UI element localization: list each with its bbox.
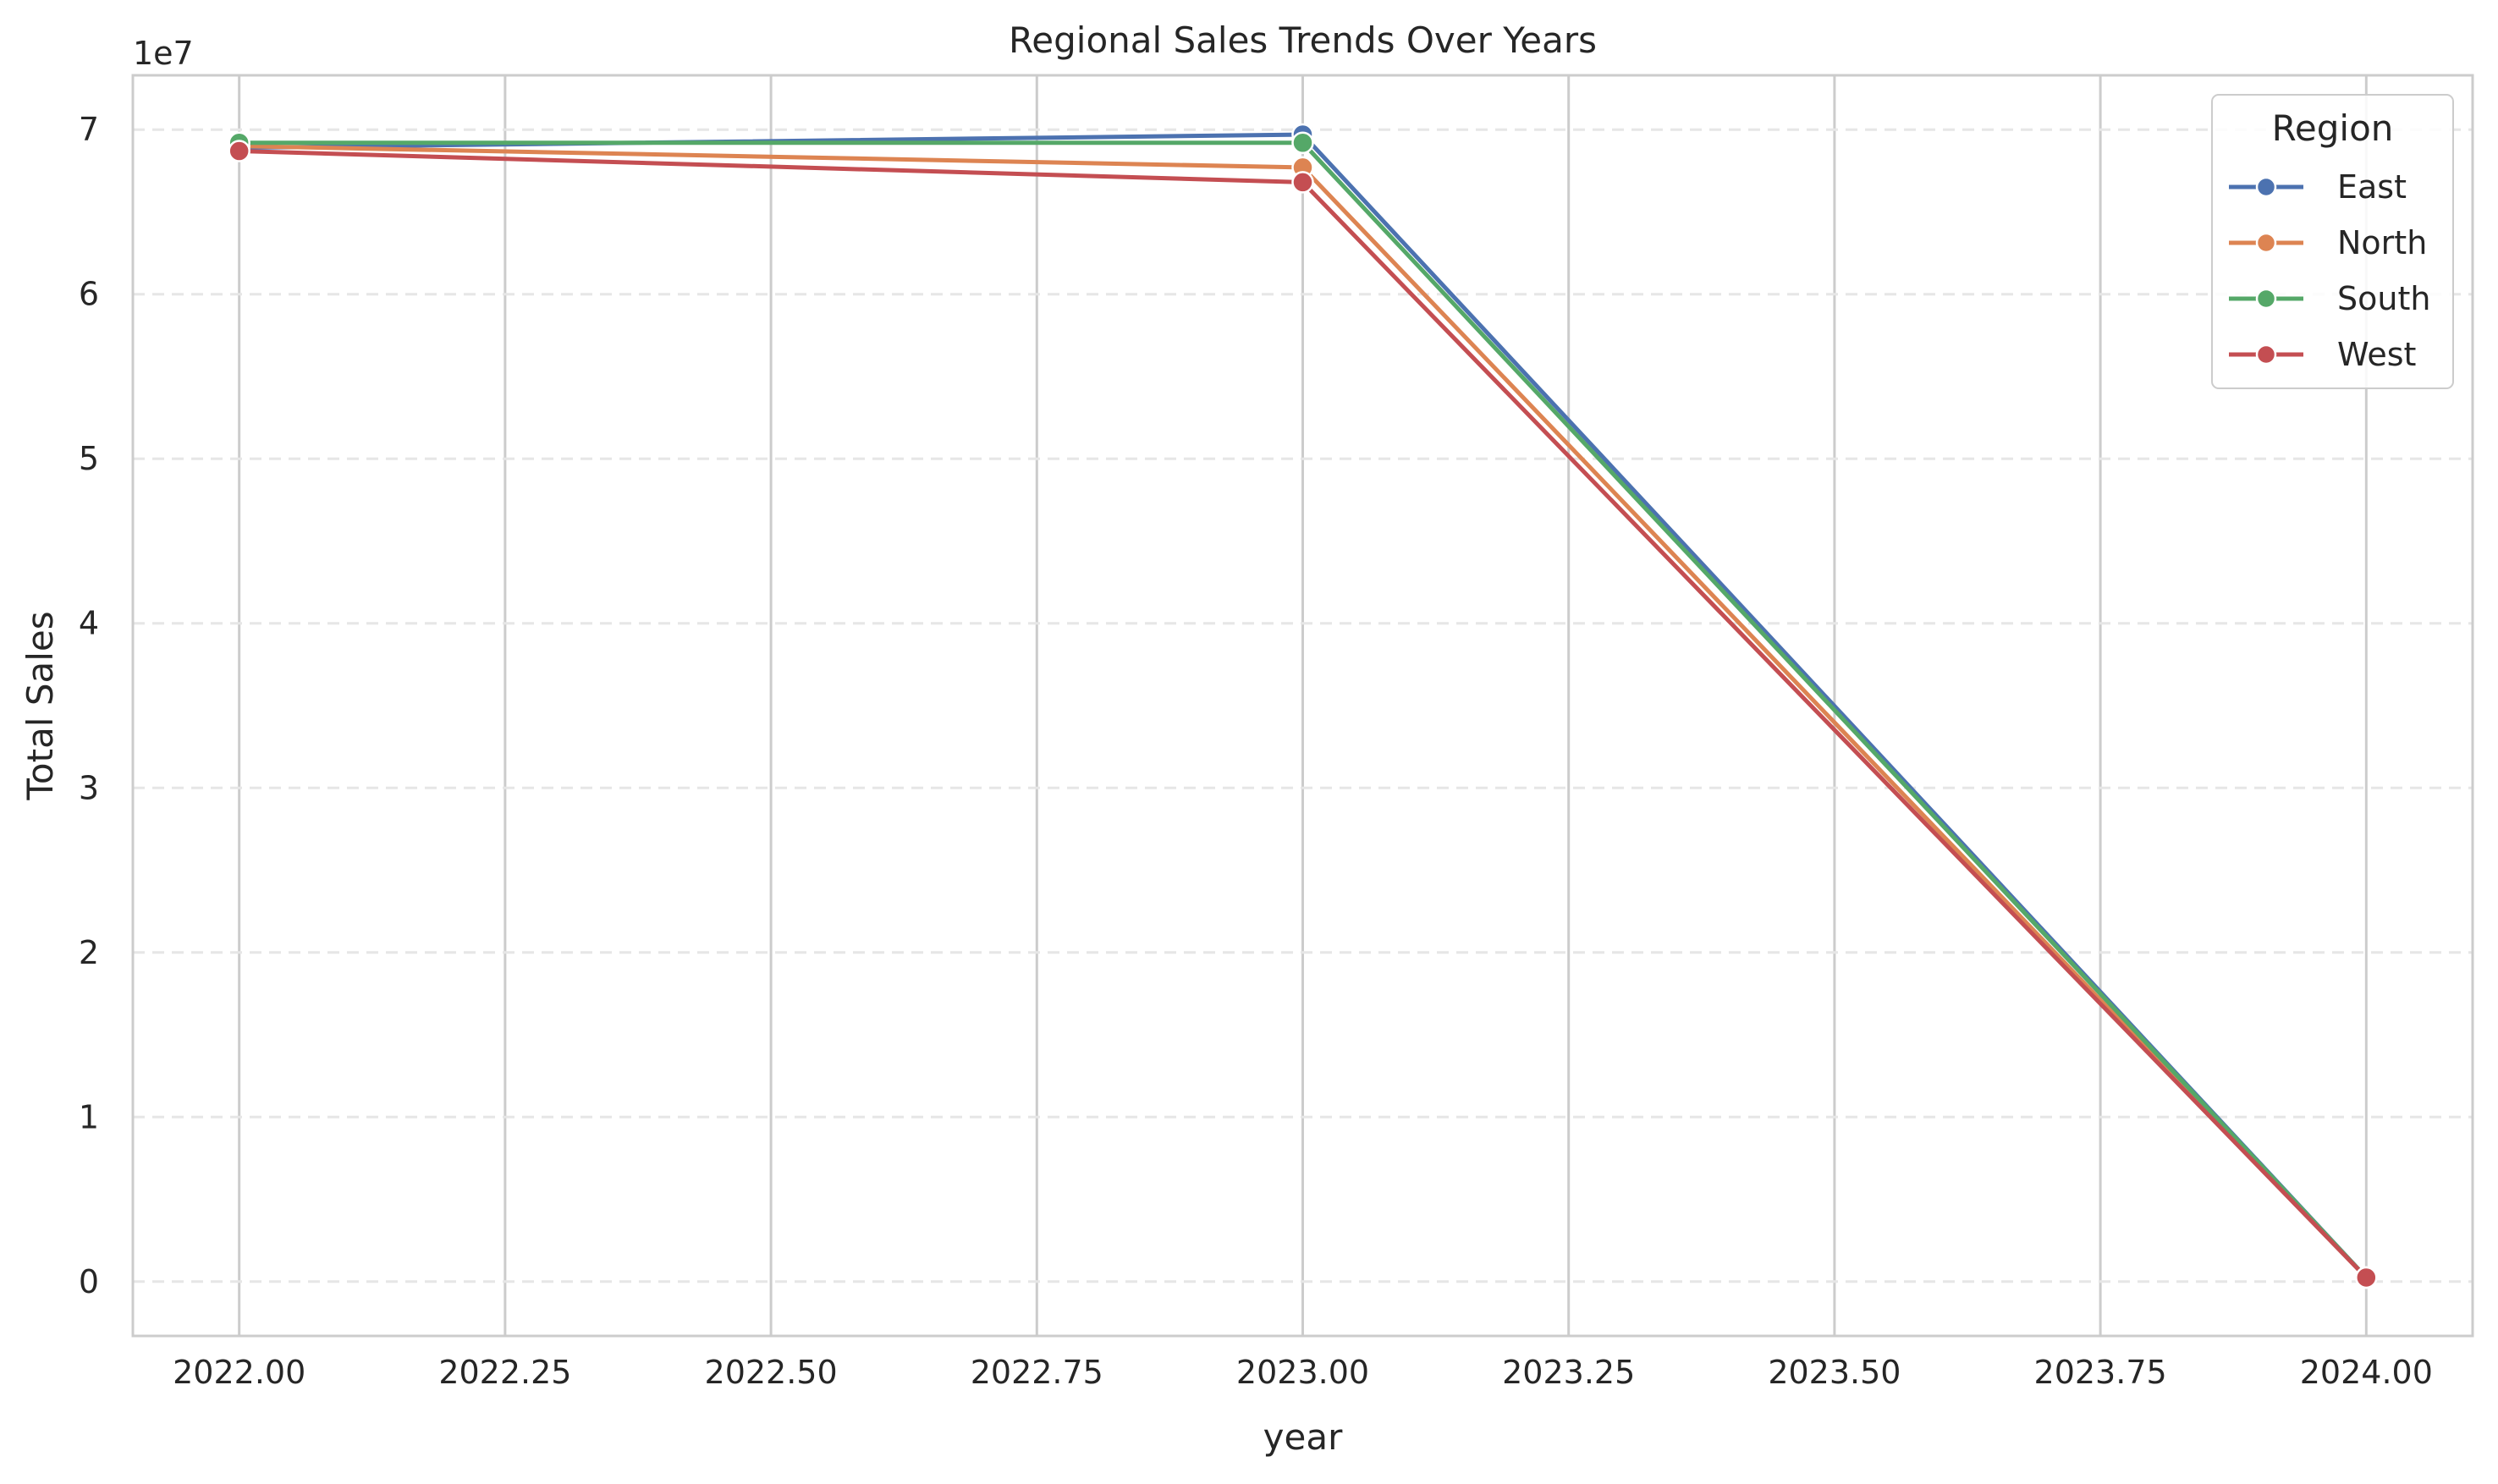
plot-frame (131, 74, 2474, 1338)
x-tick-label: 2023.25 (1502, 1354, 1635, 1391)
y-axis-offset-text: 1e7 (133, 35, 194, 72)
x-tick-label: 2023.50 (1768, 1354, 1901, 1391)
legend-box (2211, 94, 2454, 389)
legend-swatch-marker (2255, 288, 2277, 310)
y-axis-ticks: 0 1 2 3 4 5 6 7 (79, 111, 99, 1300)
y-tick-label: 5 (79, 440, 99, 477)
legend-swatch-marker (2255, 232, 2277, 254)
legend-item-west: West (2229, 336, 2416, 373)
legend-items: East North South West (2229, 168, 2430, 373)
y-tick-label: 0 (79, 1263, 99, 1300)
legend-title: Region (2272, 107, 2394, 149)
y-tick-label: 6 (79, 276, 99, 313)
y-tick-label: 1 (79, 1098, 99, 1135)
data-point-west (228, 140, 250, 162)
legend-label: West (2337, 336, 2416, 373)
y-tick-label: 3 (79, 769, 99, 806)
x-tick-label: 2023.00 (1236, 1354, 1369, 1391)
legend: Region East North South West (2211, 94, 2454, 389)
y-tick-label: 2 (79, 934, 99, 971)
legend-swatch-marker (2255, 344, 2277, 366)
data-point-south (1291, 131, 1314, 155)
legend-item-north: North (2229, 224, 2427, 261)
legend-label: East (2337, 168, 2407, 206)
data-point-west (2355, 1266, 2378, 1289)
series-lines (228, 123, 2378, 1289)
x-axis-label: year (1263, 1416, 1343, 1458)
y-axis-label: Total Sales (19, 611, 61, 800)
legend-label: South (2337, 280, 2430, 317)
x-tick-label: 2023.75 (2034, 1354, 2167, 1391)
x-tick-label: 2022.50 (705, 1354, 838, 1391)
x-tick-label: 2022.00 (173, 1354, 305, 1391)
x-tick-label: 2022.75 (971, 1354, 1103, 1391)
x-tick-label: 2022.25 (438, 1354, 571, 1391)
y-tick-label: 7 (79, 111, 99, 148)
x-tick-label: 2024.00 (2300, 1354, 2433, 1391)
chart-title: Regional Sales Trends Over Years (1009, 19, 1597, 61)
legend-item-south: South (2229, 280, 2430, 317)
data-point-west (1291, 171, 1314, 194)
y-tick-label: 4 (79, 605, 99, 642)
legend-label: North (2337, 224, 2427, 261)
x-axis-ticks: 2022.00 2022.25 2022.50 2022.75 2023.00 2023.… (173, 1354, 2433, 1391)
legend-swatch-marker (2255, 176, 2277, 198)
legend-item-east: East (2229, 168, 2407, 206)
